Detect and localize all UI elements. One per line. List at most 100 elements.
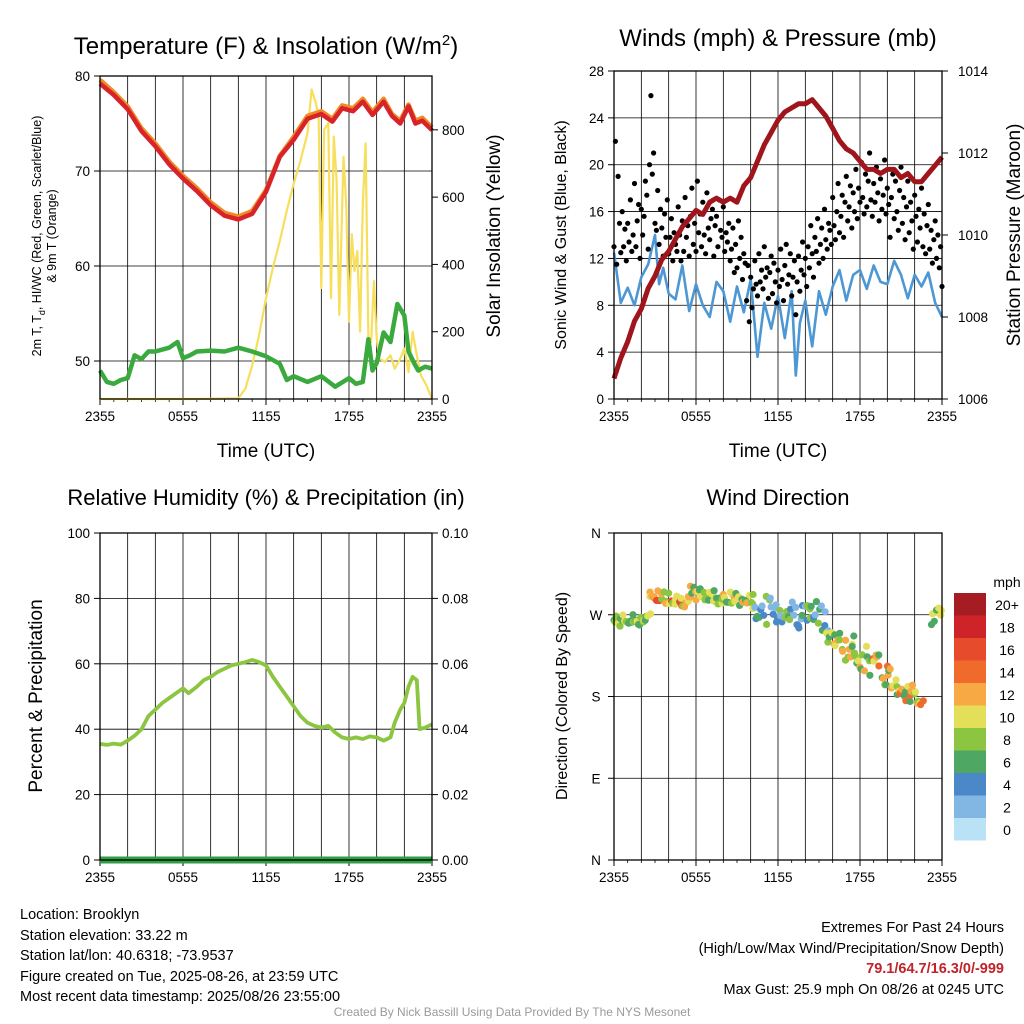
temp-chart-y2tick-label: 800 [442,123,465,138]
winds-chart-gust-point [793,312,799,318]
direction-chart-direction-point [862,642,871,651]
direction-chart-colorbar-label: 14 [999,665,1015,681]
winds-chart-gust-point [683,234,690,240]
winds-chart-gust-point [823,237,829,243]
winds-chart-gust-point [913,213,919,219]
winds-chart-gust-point [733,241,739,247]
station-info: Location: Brooklyn Station elevation: 33… [20,905,340,1008]
winds-chart-gust-point [713,213,720,219]
direction-chart-direction-point [821,608,829,616]
winds-chart-gust-point [935,232,941,238]
winds-chart-y2tick-label: 1006 [958,392,988,407]
direction-chart-ytick-label: N [591,526,601,541]
winds-chart-y2tick-label: 1014 [958,64,989,79]
latlon-text: Station lat/lon: 40.6318; -73.9537 [20,948,234,964]
winds-chart-gust-point [883,211,889,217]
direction-chart-direction-point [710,587,718,595]
direction-chart-direction-point [817,602,826,610]
winds-chart-gust-point [871,180,877,187]
direction-chart-direction-point [677,594,685,602]
rh-chart-title: Relative Humidity (%) & Precipitation (i… [67,485,464,510]
direction-chart-direction-point [886,665,894,673]
winds-chart-gust-point [886,201,892,208]
temp-chart-line-td [98,301,433,389]
winds-chart-gust-point [909,218,915,224]
winds-chart-gust-point [835,180,841,187]
winds-chart-gust-point [923,251,929,257]
winds-chart-gust-point [860,194,866,201]
winds-chart-xtick-label: 2355 [599,409,629,424]
direction-chart-direction-point [790,611,798,619]
winds-chart-gust-point [730,225,736,231]
winds-chart-gust-point [757,279,763,285]
winds-chart-gust-point [846,204,852,210]
winds-chart-gust-point [790,274,796,280]
winds-chart-gust-point [906,230,912,236]
rh-chart-xtick-label: 2355 [85,870,115,885]
winds-chart-gust-point [719,234,725,240]
direction-chart-direction-point [629,611,637,619]
winds-chart-gust-point [864,204,870,210]
winds-chart-gust-point [681,248,687,254]
winds-chart-gust-point [631,180,638,187]
winds-chart-gust-point [856,185,862,191]
temp-chart-y2tick-label: 400 [442,257,465,272]
credit-line: Created By Nick Bassill Using Data Provi… [333,1005,691,1019]
winds-chart-gust-point [731,269,737,276]
winds-chart-gust-point [798,267,804,273]
direction-chart-direction-point [749,590,757,599]
winds-chart-gust-point [865,178,871,184]
winds-chart-gust-point [769,291,776,297]
rh-chart-xtick-label: 0555 [168,870,198,885]
winds-chart-gust-point [657,206,664,212]
direction-chart-direction-point [937,606,945,615]
direction-chart-direction-point [795,624,803,632]
winds-chart-gust-point [640,232,646,238]
winds-chart-ytick-label: 28 [589,64,604,79]
winds-chart-gust-point [869,213,875,219]
winds-chart-gust-point [924,223,930,229]
temp-chart-title-sup: 2 [442,32,450,49]
direction-chart-direction-point [854,657,862,665]
winds-chart-gust-point [794,279,800,285]
direction-chart-direction-point [882,681,890,689]
direction-chart-direction-point [814,619,822,627]
winds-chart-gust-point [914,239,921,245]
direction-chart-direction-point [619,611,627,619]
winds-chart-gust-point [656,241,662,247]
winds-chart-gust-point [737,255,743,261]
direction-chart-direction-point [908,681,917,689]
winds-chart-gust-point [704,190,710,196]
temp-chart-title: Temperature (F) & Insolation (W/m2) [74,32,458,60]
direction-chart-direction-point [788,598,796,606]
winds-chart-gust-point [849,225,855,231]
winds-chart-gust-point [746,319,752,325]
winds-chart-gust-point [832,237,839,243]
direction-chart-direction-point [811,611,819,619]
temp-chart-xtick-label: 0555 [168,409,198,424]
winds-chart-gust-point [857,199,863,205]
winds-chart-gust-point [642,178,649,184]
winds-chart-gust-point [787,251,793,257]
winds-chart-gust-point [726,220,732,226]
winds-chart-gust-point [861,211,867,217]
recent-text: Most recent data timestamp: 2025/08/26 2… [20,989,341,1005]
winds-chart-y2tick-label: 1012 [958,146,988,161]
winds-chart-gust-point [653,227,660,233]
winds-chart-gust-point [875,190,881,196]
winds-chart-gust-point [888,194,895,201]
winds-chart-gust-point [748,274,754,280]
direction-chart-direction-point [836,636,844,644]
winds-chart-gust-point [895,227,901,233]
direction-chart-colorbar-swatch [954,773,986,796]
direction-chart-colorbar-swatch [954,728,986,751]
winds-chart-gust-point [775,267,781,273]
winds-chart-gust-point [739,276,746,283]
winds-chart-gust-point [815,216,821,222]
winds-chart-gust-point [797,288,803,294]
direction-chart-colorbar-label: 8 [1003,732,1011,748]
direction-chart-colorbar-swatch [954,660,986,683]
winds-chart-gust-point [854,216,860,222]
temp-chart-y2tick-label: 600 [442,190,465,205]
winds-chart-gust-point [819,225,825,231]
